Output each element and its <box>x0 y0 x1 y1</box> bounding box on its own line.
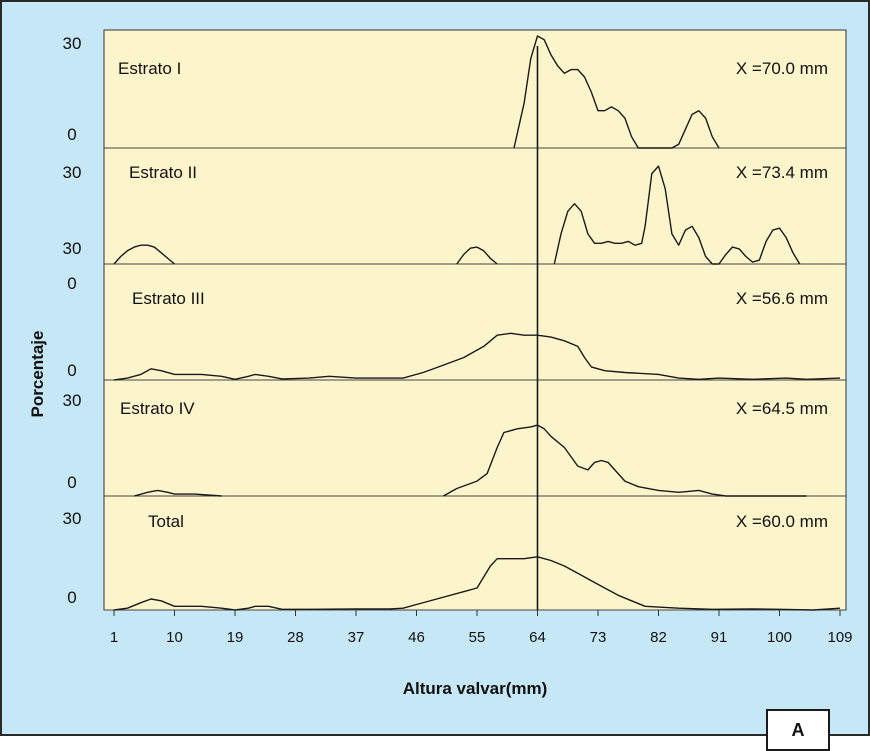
x-tick-label: 10 <box>166 629 183 646</box>
panel-title: Estrato III <box>132 289 205 308</box>
x-tick-label: 28 <box>287 629 304 646</box>
series-line <box>553 165 801 265</box>
panel-4: Estrato IV X =64.5 mm 30 0 <box>63 391 846 497</box>
series-line <box>113 244 175 265</box>
panel-label-box: A <box>766 709 830 751</box>
x-tick-label: 64 <box>529 629 546 646</box>
panel-3: Estrato III X =56.6 mm 0 <box>67 289 846 381</box>
y-tick-label: 30 <box>63 509 82 528</box>
x-tick-label: 1 <box>110 629 118 646</box>
mean-label: X =60.0 mm <box>736 512 828 531</box>
y-tick-label: 0 <box>67 361 76 380</box>
series-line <box>513 35 720 149</box>
series-line <box>456 246 498 265</box>
y-tick-label: 30 <box>63 391 82 410</box>
y-tick-label: 0 <box>67 473 76 492</box>
series-line <box>113 556 841 611</box>
mean-label: X =64.5 mm <box>736 399 828 418</box>
panel-label: A <box>791 719 805 740</box>
y-tick-label: 0 <box>67 588 76 607</box>
plot-area <box>103 29 847 611</box>
stacked-line-chart: Estrato I X =70.0 mm 30 0 Estrato II X =73.4 … <box>28 29 853 698</box>
y-tick-label: 30 <box>63 163 82 182</box>
y-axis-title: Porcentaje <box>28 331 47 418</box>
x-tick-label: 91 <box>711 629 728 646</box>
y-tick-label: 0 <box>67 125 76 144</box>
x-axis-title: Altura valvar(mm) <box>403 679 548 698</box>
mean-label: X =73.4 mm <box>736 163 828 182</box>
panel-title: Estrato IV <box>120 399 195 418</box>
x-tick-label: 19 <box>227 629 244 646</box>
y-tick-label: 30 <box>63 239 82 258</box>
x-tick-label: 82 <box>650 629 667 646</box>
x-tick-label: 73 <box>590 629 607 646</box>
series-line <box>443 424 807 497</box>
mean-label: X =56.6 mm <box>736 289 828 308</box>
x-axis: 1 10 19 28 37 46 55 64 73 82 91 100 109 <box>110 610 853 646</box>
mean-label: X =70.0 mm <box>736 59 828 78</box>
panel-2: Estrato II X =73.4 mm 30 30 0 <box>63 163 846 293</box>
x-tick-label: 37 <box>348 629 365 646</box>
series-line <box>113 332 841 381</box>
x-tick-label: 109 <box>827 629 852 646</box>
x-tick-label: 46 <box>408 629 425 646</box>
panel-title: Estrato I <box>118 59 181 78</box>
series-line <box>134 489 222 497</box>
panel-title: Estrato II <box>129 163 197 182</box>
x-tick-label: 100 <box>767 629 792 646</box>
panels-layer: Estrato I X =70.0 mm 30 0 Estrato II X =73.4 … <box>63 34 846 611</box>
y-tick-label: 0 <box>67 274 76 293</box>
panel-1: Estrato I X =70.0 mm 30 0 <box>63 34 846 149</box>
panel-title: Total <box>148 512 184 531</box>
y-tick-label: 30 <box>63 34 82 53</box>
panel-5: Total X =60.0 mm 30 0 <box>63 509 846 611</box>
x-tick-label: 55 <box>469 629 486 646</box>
